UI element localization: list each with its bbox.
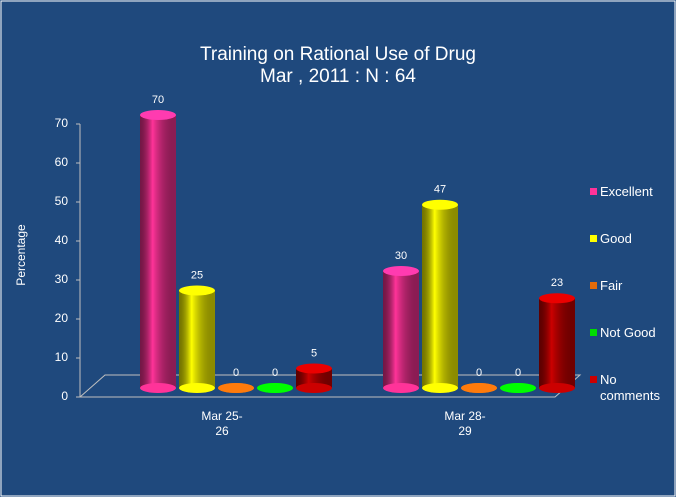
bar-shade (140, 115, 176, 388)
legend-label: Not Good (600, 325, 656, 340)
y-tick-label: 50 (55, 194, 69, 208)
y-tick-label: 70 (55, 116, 69, 130)
bar-shade (296, 368, 332, 388)
y-tick-label: 40 (55, 233, 69, 247)
legend-swatch (590, 329, 597, 336)
bar-bottom (140, 383, 176, 393)
legend-entry: Excellent (590, 184, 676, 200)
data-label: 23 (551, 277, 563, 289)
bar-shade (422, 204, 458, 388)
chart-subtitle: Mar , 2011 : N : 64 (260, 66, 416, 87)
data-label: 5 (311, 347, 317, 359)
bar-bottom (422, 383, 458, 393)
bar-top (539, 293, 575, 304)
data-label: 0 (476, 367, 482, 379)
bar-top (257, 383, 293, 393)
y-tick-label: 20 (55, 311, 69, 325)
bar-bottom (296, 383, 332, 393)
y-tick-label: 30 (55, 272, 69, 286)
bar-top (218, 383, 254, 393)
data-label: 0 (233, 367, 239, 379)
data-label: 47 (434, 184, 446, 196)
bar-shade (179, 290, 215, 388)
legend-label: No comments (600, 372, 660, 403)
bar-bottom (539, 383, 575, 393)
chart-title: Training on Rational Use of Drug (200, 44, 476, 65)
x-tick-label: Mar 28-29 (444, 409, 486, 438)
bar-shade (383, 271, 419, 388)
bar-top (461, 383, 497, 393)
legend-label: Excellent (600, 184, 653, 199)
bar-top (422, 199, 458, 210)
legend-swatch (590, 188, 597, 195)
y-tick-label: 10 (55, 350, 69, 364)
legend-swatch (590, 376, 597, 383)
legend-swatch (590, 235, 597, 242)
legend-entry: Good (590, 231, 676, 247)
bar-top (140, 110, 176, 120)
data-label: 0 (515, 367, 521, 379)
data-label: 25 (191, 269, 203, 281)
bar-top (500, 383, 536, 393)
floor (78, 374, 582, 398)
bar-bottom (383, 383, 419, 393)
bar-top (179, 285, 215, 296)
legend-entry: Fair (590, 278, 676, 294)
bar-shade (539, 298, 575, 388)
y-tick-label: 0 (61, 389, 68, 403)
data-label: 30 (395, 250, 407, 262)
legend-label: Fair (600, 278, 623, 293)
legend-entry: No comments (590, 372, 676, 404)
data-label: 0 (272, 367, 278, 379)
legend-swatch (590, 282, 597, 289)
y-axis-label: Percentage (14, 224, 28, 286)
bar-bottom (179, 383, 215, 393)
y-tick-label: 60 (55, 155, 69, 169)
bar-top (383, 266, 419, 276)
data-label: 70 (152, 94, 164, 106)
bar-top (296, 363, 332, 374)
legend-entry: Not Good (590, 325, 676, 341)
x-tick-label: Mar 25-26 (201, 409, 243, 438)
legend-label: Good (600, 231, 632, 246)
